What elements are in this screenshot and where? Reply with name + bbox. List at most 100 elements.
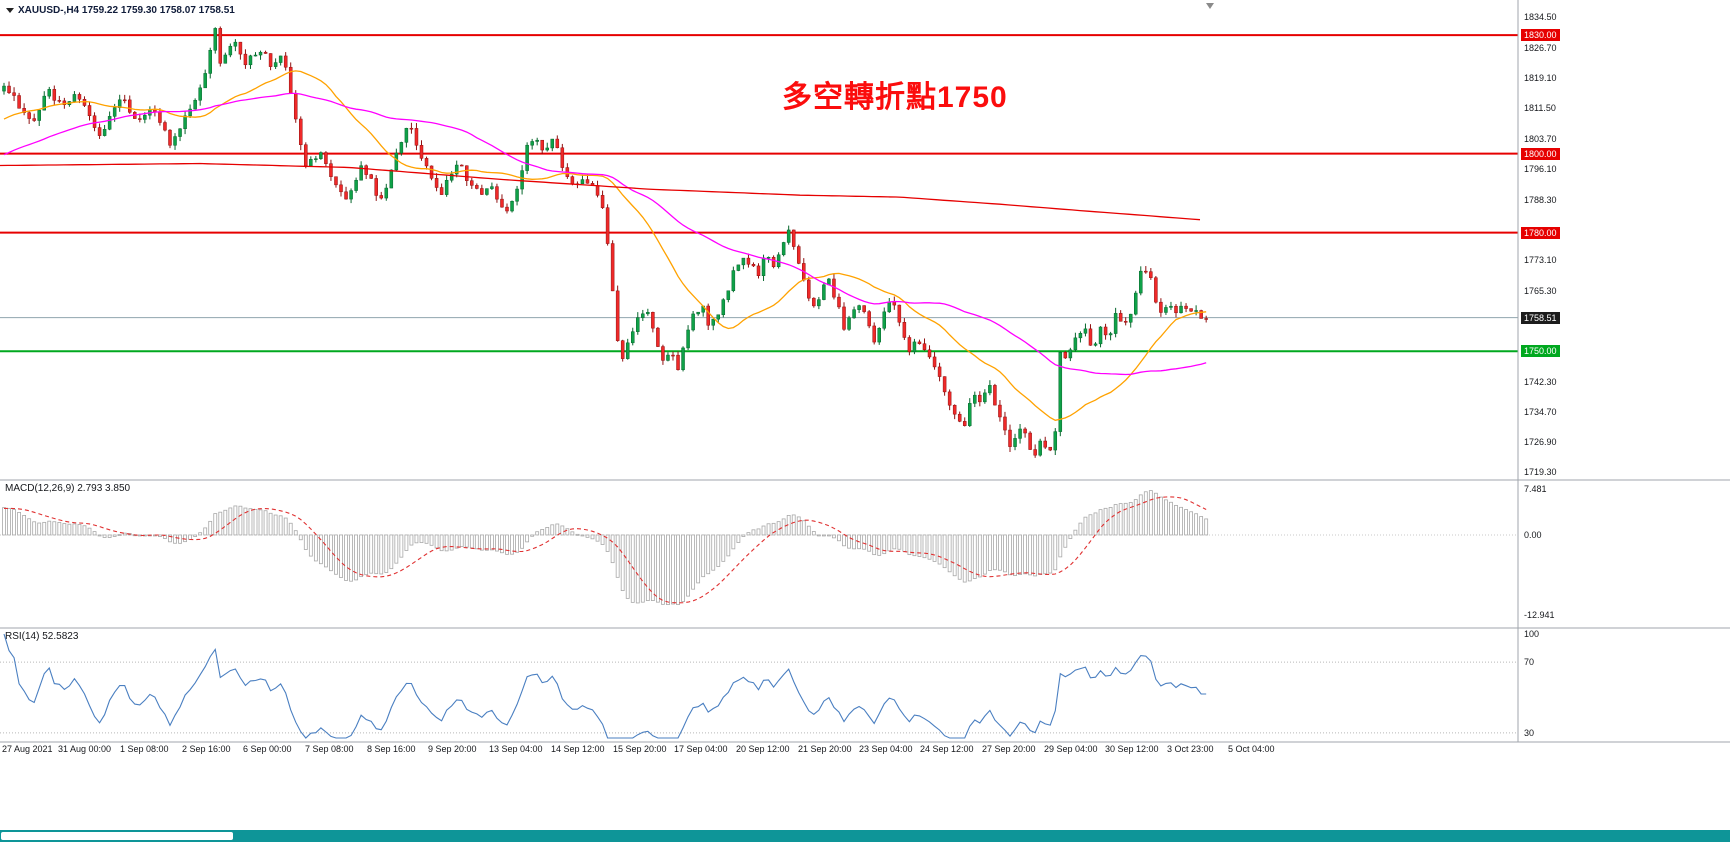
macd-histogram-bar (937, 534, 942, 565)
chart-canvas[interactable] (0, 0, 1730, 790)
candle-body (550, 138, 555, 149)
ma-line-fast-orange (3, 70, 1207, 421)
chart-annotation-text[interactable]: 多空轉折點1750 (782, 81, 1008, 114)
candle-body (138, 118, 142, 120)
candle-body (112, 107, 117, 117)
macd-layer (0, 490, 1518, 605)
candle-body (183, 115, 187, 129)
candle-body (2, 85, 6, 92)
macd-histogram-bar (1133, 499, 1138, 536)
candle-body (998, 404, 1002, 418)
candle-body (334, 176, 338, 186)
candle-body (988, 385, 992, 394)
macd-histogram-bar (1068, 534, 1073, 539)
candle-body (842, 306, 846, 330)
macd-histogram-bar (7, 507, 11, 536)
candle-body (1028, 432, 1032, 450)
candle-body (369, 174, 373, 179)
macd-histogram-bar (565, 528, 570, 536)
candle-body (122, 99, 127, 102)
ma-line-slow-red (0, 162, 1201, 221)
macd-histogram-bar (364, 534, 369, 576)
macd-histogram-bar (263, 510, 268, 536)
candle-body (92, 115, 97, 128)
candle-body (1023, 428, 1027, 434)
macd-histogram-bar (676, 534, 680, 605)
macd-histogram-bar (87, 527, 92, 536)
candle-body (696, 311, 700, 315)
macd-histogram-bar (1053, 534, 1058, 571)
candle-body (615, 290, 620, 341)
candle-body (243, 53, 248, 66)
macd-histogram-bar (324, 534, 328, 568)
candle-body (1194, 310, 1198, 312)
price-axis[interactable]: 1834.50 1826.70 1819.10 1811.50 1803.70 1796.… (1518, 0, 1730, 760)
macd-histogram-bar (1063, 534, 1068, 548)
candle-body (22, 108, 26, 113)
macd-histogram-bar (1153, 492, 1158, 536)
candle-body (877, 328, 881, 343)
macd-histogram-bar (540, 529, 545, 536)
scrollbar-thumb[interactable] (1, 832, 233, 840)
macd-histogram-bar (872, 534, 877, 556)
macd-histogram-bar (1169, 501, 1173, 536)
macd-histogram-bar (1174, 504, 1178, 536)
price-axis-label: 1826.70 (1524, 43, 1557, 54)
candle-body (791, 229, 796, 247)
macd-histogram-bar (369, 534, 374, 574)
candle-body (1063, 352, 1068, 359)
macd-histogram-bar (510, 534, 514, 555)
time-axis[interactable]: 27 Aug 2021 31 Aug 00:00 1 Sep 08:00 2 Sep … (0, 744, 1518, 758)
moving-averages-layer (0, 70, 1207, 421)
macd-histogram-bar (62, 523, 67, 536)
macd-histogram-bar (1083, 516, 1088, 536)
candle-body (283, 55, 288, 68)
candle-body (962, 421, 967, 426)
macd-histogram-bar (1058, 534, 1063, 558)
candle-body (852, 309, 856, 319)
candle-body (163, 122, 167, 131)
candle-body (917, 341, 922, 344)
macd-histogram-bar (208, 520, 213, 536)
candle-body (77, 94, 82, 100)
macd-histogram-bar (998, 534, 1002, 571)
candle-body (1058, 352, 1063, 432)
candle-body (902, 322, 907, 338)
macd-histogram-bar (972, 534, 977, 579)
candle-body (42, 95, 46, 111)
macd-histogram-bar (580, 534, 585, 537)
candle-body (1199, 310, 1203, 319)
candle-body (500, 198, 504, 208)
candle-body (253, 54, 258, 57)
macd-histogram-bar (716, 534, 721, 567)
chart-shift-marker-icon[interactable] (1206, 3, 1214, 9)
macd-histogram-bar (490, 534, 494, 551)
candle-body (117, 99, 122, 108)
macd-histogram-bar (917, 534, 922, 557)
rsi-axis-label: 100 (1524, 629, 1540, 639)
candle-body (983, 392, 987, 403)
macd-histogram-bar (852, 534, 856, 550)
macd-histogram-bar (248, 508, 253, 536)
candle-body (82, 98, 87, 106)
candle-body (751, 263, 756, 267)
candle-body (1164, 307, 1168, 313)
macd-histogram-bar (711, 534, 716, 571)
macd-histogram-bar (1164, 499, 1168, 536)
candle-body (87, 105, 92, 117)
symbol-dropdown-icon[interactable] (6, 8, 14, 13)
candle-body (947, 391, 952, 406)
time-axis-label: 23 Sep 04:00 (859, 744, 913, 754)
time-axis-label: 5 Oct 04:00 (1228, 744, 1275, 754)
time-axis-label: 13 Sep 04:00 (489, 744, 543, 754)
macd-histogram-bar (811, 531, 816, 536)
bottom-scrollbar[interactable] (0, 830, 1730, 842)
candle-body (968, 403, 972, 426)
price-axis-label: 1803.70 (1524, 134, 1557, 145)
candle-body (1113, 313, 1118, 334)
macd-histogram-bar (842, 534, 846, 547)
candle-body (726, 290, 731, 300)
candle-body (937, 366, 942, 377)
ma-line-medium-magenta (3, 92, 1207, 376)
candle-body (1174, 305, 1178, 314)
